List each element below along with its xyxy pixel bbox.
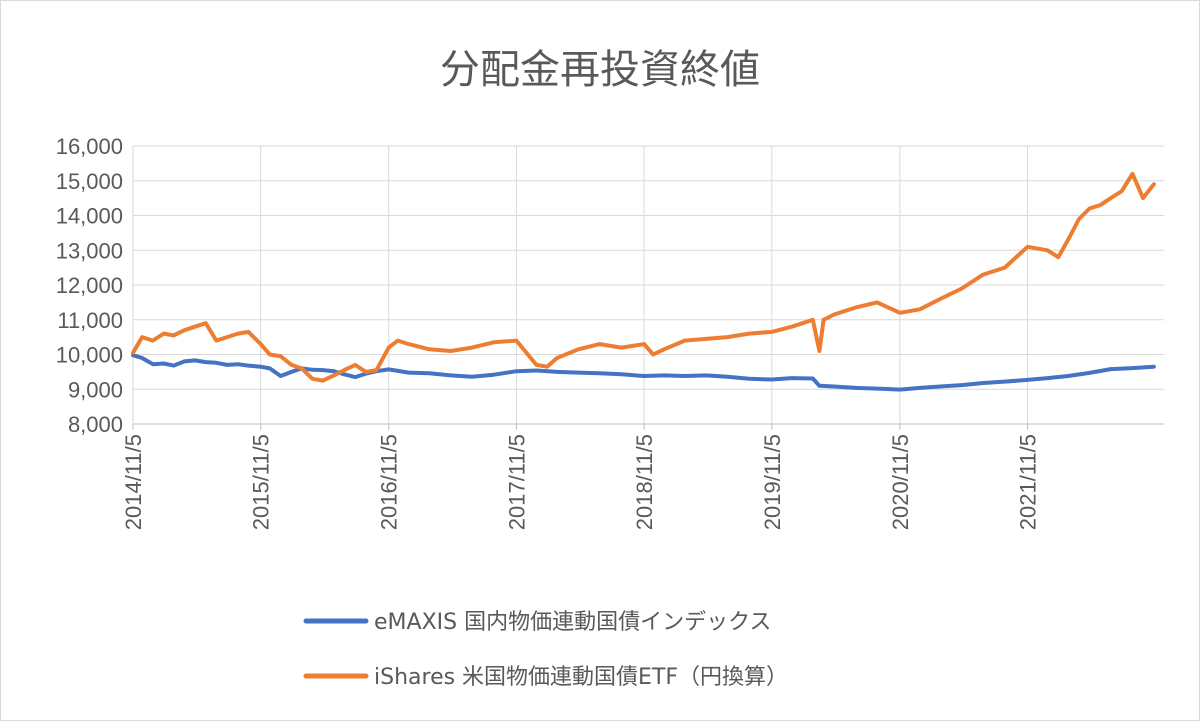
y-tick-label: 8,000 [68,412,123,437]
y-tick-label: 14,000 [56,204,123,229]
legend-label-1: eMAXIS 国内物価連動国債インデックス [374,610,771,635]
series-line-1 [131,353,1156,392]
x-tick-label: 2016/11/5 [377,434,402,530]
x-tick-label: 2021/11/5 [1016,434,1041,530]
y-tick-label: 11,000 [57,308,123,333]
x-tick-label: 2020/11/5 [888,434,913,530]
y-tick-label: 9,000 [68,377,123,402]
x-tick-label: 2018/11/5 [632,434,657,530]
y-tick-label: 10,000 [56,343,123,368]
y-tick-label: 16,000 [56,134,123,159]
y-tick-label: 12,000 [56,273,123,298]
y-tick-label: 15,000 [56,169,123,194]
x-tick-label: 2017/11/5 [504,434,529,530]
chart-title: 分配金再投資終値 [440,47,760,93]
x-tick-label: 2019/11/5 [760,434,785,530]
x-tick-label: 2015/11/5 [249,434,274,530]
x-tick-label: 2014/11/5 [121,434,146,530]
series-line-2 [131,171,1156,383]
legend-label-2: iShares 米国物価連動国債ETF（円換算） [374,665,788,690]
y-tick-label: 13,000 [56,238,123,263]
